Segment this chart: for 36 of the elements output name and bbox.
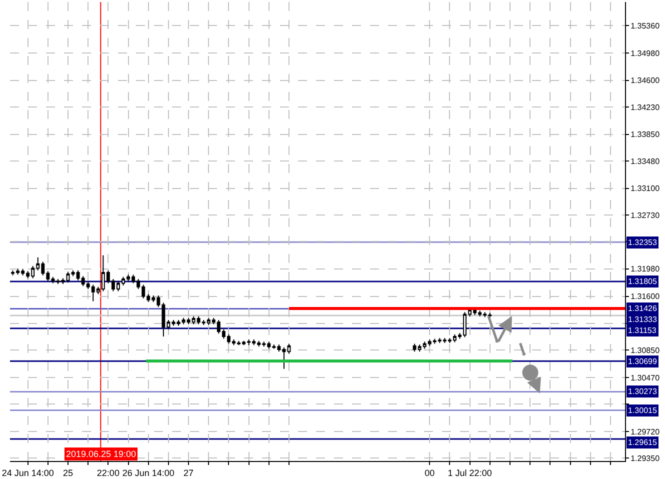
- ref-line-label: 1.31333: [628, 315, 658, 324]
- ref-line-label: 1.31153: [628, 326, 657, 335]
- ref-line-label: 1.32353: [628, 238, 658, 247]
- y-tick-label: 1.29350: [630, 454, 660, 463]
- ref-line-label: 2019.06.25 19:00: [66, 449, 136, 459]
- candlestick: [61, 278, 65, 285]
- ref-line-label: 1.31805: [628, 277, 658, 286]
- y-tick-label: 1.33100: [630, 184, 660, 194]
- y-tick-label: 1.34980: [630, 48, 660, 58]
- candlestick: [66, 271, 70, 284]
- ref-line-label: 1.30273: [628, 387, 658, 396]
- x-tick-label: 24 Jun 14:00: [2, 468, 54, 478]
- y-tick-label: 1.31980: [630, 264, 660, 274]
- y-tick-label: 1.33850: [630, 130, 660, 140]
- ref-line-label: 1.30015: [628, 406, 658, 415]
- y-tick-label: 1.34230: [630, 102, 660, 112]
- y-tick-label: 1.31600: [630, 292, 660, 302]
- candlestick: [287, 343, 291, 354]
- x-tick-label: 1 Jul 22:00: [448, 468, 492, 478]
- y-tick-label: 1.30470: [630, 373, 660, 382]
- ref-line-label: 1.30699: [628, 357, 658, 366]
- x-tick-label: 27: [184, 468, 194, 478]
- y-tick-label: 1.34600: [630, 76, 660, 86]
- y-tick-label: 1.33480: [630, 156, 660, 166]
- y-tick-label: 1.35360: [630, 22, 660, 31]
- candlestick: [176, 319, 180, 326]
- y-tick-label: 1.32730: [630, 210, 660, 220]
- ref-line-label: 1.29615: [628, 438, 658, 447]
- x-tick-label: 26 Jun 14:00: [122, 468, 174, 478]
- y-tick-label: 1.30850: [630, 346, 660, 356]
- x-tick-label: 00: [424, 468, 435, 478]
- x-tick-label: 22:00: [96, 468, 120, 478]
- candlestick: [172, 319, 176, 326]
- x-tick-label: 25: [63, 468, 74, 478]
- y-tick-label: 1.29720: [630, 427, 660, 436]
- ref-line-label: 1.31426: [628, 304, 658, 313]
